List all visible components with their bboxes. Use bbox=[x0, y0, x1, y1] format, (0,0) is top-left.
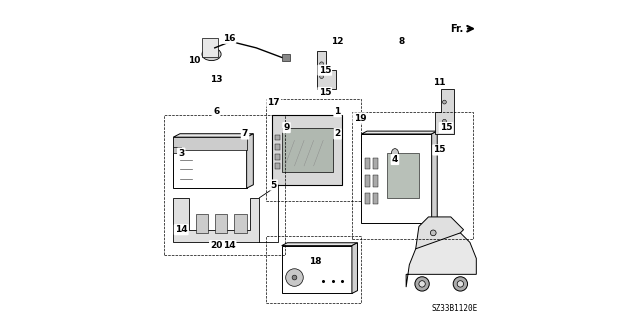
Text: 15: 15 bbox=[319, 88, 331, 97]
Bar bbox=[275, 135, 280, 140]
Text: 6: 6 bbox=[213, 107, 220, 116]
Text: 9: 9 bbox=[284, 123, 290, 132]
Ellipse shape bbox=[320, 75, 323, 78]
Text: 2: 2 bbox=[335, 130, 340, 138]
Polygon shape bbox=[352, 243, 358, 293]
Bar bbox=[275, 144, 280, 150]
Bar bbox=[365, 193, 371, 204]
Bar bbox=[352, 112, 473, 239]
Text: 13: 13 bbox=[210, 75, 223, 84]
Text: 10: 10 bbox=[188, 56, 200, 65]
Bar bbox=[266, 99, 362, 201]
Text: Fr.: Fr. bbox=[451, 24, 463, 34]
Bar bbox=[209, 46, 216, 54]
Text: 14: 14 bbox=[223, 241, 236, 250]
Bar bbox=[275, 154, 280, 160]
Bar bbox=[266, 236, 362, 303]
Polygon shape bbox=[317, 51, 336, 89]
Text: 17: 17 bbox=[268, 98, 280, 107]
Bar bbox=[372, 175, 378, 187]
Ellipse shape bbox=[415, 277, 429, 291]
Text: 18: 18 bbox=[309, 257, 321, 266]
Text: 8: 8 bbox=[398, 37, 404, 46]
Text: 14: 14 bbox=[175, 225, 188, 234]
Text: 15: 15 bbox=[319, 66, 331, 75]
Bar bbox=[365, 158, 371, 169]
Bar bbox=[365, 175, 371, 187]
Bar bbox=[282, 128, 333, 172]
Ellipse shape bbox=[419, 281, 425, 287]
Text: 11: 11 bbox=[433, 78, 446, 87]
Text: 16: 16 bbox=[223, 34, 236, 43]
Ellipse shape bbox=[442, 100, 446, 104]
Polygon shape bbox=[435, 89, 454, 134]
Text: 3: 3 bbox=[178, 149, 184, 158]
Bar bbox=[272, 115, 342, 185]
Bar bbox=[215, 214, 227, 233]
Text: 12: 12 bbox=[332, 37, 344, 46]
Polygon shape bbox=[406, 233, 476, 287]
Text: 15: 15 bbox=[433, 145, 446, 154]
Ellipse shape bbox=[202, 48, 221, 61]
Bar bbox=[275, 163, 280, 169]
Text: 19: 19 bbox=[353, 114, 366, 122]
Polygon shape bbox=[362, 131, 437, 134]
Polygon shape bbox=[246, 134, 253, 188]
Polygon shape bbox=[431, 131, 437, 223]
Text: 15: 15 bbox=[440, 123, 452, 132]
Text: 7: 7 bbox=[242, 130, 248, 138]
Bar bbox=[387, 153, 419, 198]
Ellipse shape bbox=[430, 230, 436, 236]
Ellipse shape bbox=[292, 275, 297, 280]
Bar bbox=[234, 214, 246, 233]
Bar bbox=[196, 214, 209, 233]
Ellipse shape bbox=[285, 269, 303, 286]
Bar bbox=[173, 147, 181, 153]
Text: 1: 1 bbox=[335, 107, 340, 116]
Ellipse shape bbox=[442, 119, 446, 123]
Bar bbox=[173, 137, 246, 150]
Polygon shape bbox=[416, 217, 463, 249]
Text: 5: 5 bbox=[271, 181, 277, 189]
Bar bbox=[202, 38, 218, 57]
Bar bbox=[372, 193, 378, 204]
Polygon shape bbox=[173, 134, 253, 137]
Bar bbox=[282, 54, 290, 61]
Ellipse shape bbox=[457, 281, 463, 287]
Ellipse shape bbox=[392, 149, 399, 158]
Text: 4: 4 bbox=[392, 155, 398, 164]
Text: 20: 20 bbox=[210, 241, 223, 250]
Ellipse shape bbox=[320, 62, 323, 66]
Bar bbox=[372, 158, 378, 169]
Text: SZ33B1120E: SZ33B1120E bbox=[431, 304, 478, 313]
Bar bbox=[164, 115, 285, 255]
Polygon shape bbox=[282, 243, 358, 246]
Polygon shape bbox=[173, 198, 259, 242]
Ellipse shape bbox=[453, 277, 468, 291]
